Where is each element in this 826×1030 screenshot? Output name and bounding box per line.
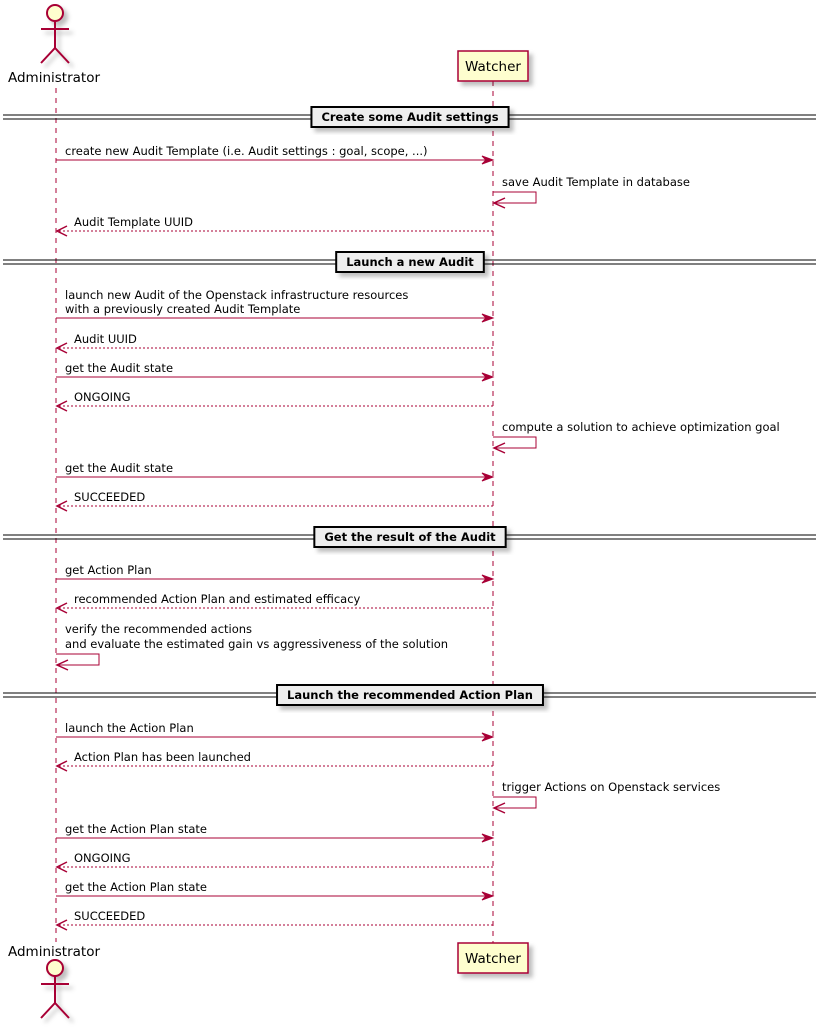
message: Action Plan has been launched xyxy=(55,750,493,772)
divider-box xyxy=(313,526,507,548)
message-label: save Audit Template in database xyxy=(502,175,690,189)
message-label: compute a solution to achieve optimizati… xyxy=(502,420,780,434)
divider: Launch the recommended Action Plan xyxy=(3,684,816,706)
divider-label: Create some Audit settings xyxy=(321,110,498,124)
actor-head-icon xyxy=(46,959,64,977)
arrowhead-icon xyxy=(55,342,68,354)
divider: Create some Audit settings xyxy=(3,106,816,128)
message-label: and evaluate the estimated gain vs aggre… xyxy=(65,637,448,651)
divider-label: Launch the recommended Action Plan xyxy=(287,688,533,702)
arrowhead-icon xyxy=(55,400,68,412)
arrowhead-icon xyxy=(481,574,495,584)
message: get the Action Plan state xyxy=(56,880,495,901)
message: get the Audit state xyxy=(56,461,495,482)
message-label: get the Action Plan state xyxy=(65,880,207,894)
self-message-line xyxy=(493,796,537,809)
message: Audit UUID xyxy=(55,332,493,354)
message: recommended Action Plan and estimated ef… xyxy=(55,592,493,614)
arrowhead-icon xyxy=(492,197,506,209)
divider-box xyxy=(276,684,544,706)
message: ONGOING xyxy=(55,390,493,412)
actor-legs-icon xyxy=(40,46,70,64)
message: SUCCEEDED xyxy=(55,909,493,931)
self-message-line xyxy=(56,653,100,666)
message: get Action Plan xyxy=(56,563,495,584)
actor-head-icon xyxy=(46,4,64,22)
message-label: ONGOING xyxy=(74,851,131,865)
message: launch the Action Plan xyxy=(56,721,495,742)
message-label: get the Audit state xyxy=(65,361,173,375)
participant-box xyxy=(457,50,529,82)
message: trigger Actions on Openstack services xyxy=(492,780,720,814)
message-label: launch the Action Plan xyxy=(65,721,194,735)
arrowhead-icon xyxy=(55,861,68,873)
participant-label: Watcher xyxy=(465,951,521,967)
arrowhead-icon xyxy=(481,833,495,843)
message-label: trigger Actions on Openstack services xyxy=(502,780,720,794)
message: ONGOING xyxy=(55,851,493,873)
actor-label: Administrator xyxy=(8,944,100,960)
message: Audit Template UUID xyxy=(55,215,493,237)
message: get the Audit state xyxy=(56,361,495,382)
message: get the Action Plan state xyxy=(56,822,495,843)
arrowhead-icon xyxy=(492,802,506,814)
message-label: Audit Template UUID xyxy=(74,215,193,229)
arrowhead-icon xyxy=(55,225,68,237)
self-message-line xyxy=(493,191,537,204)
arrowhead-icon xyxy=(481,891,495,901)
participant-label: Watcher xyxy=(465,59,521,75)
divider-label: Launch a new Audit xyxy=(346,255,474,269)
arrowhead-icon xyxy=(55,659,69,671)
message-label: get the Audit state xyxy=(65,461,173,475)
message-label: verify the recommended actions xyxy=(65,622,252,636)
message-label: SUCCEEDED xyxy=(74,490,145,504)
divider: Get the result of the Audit xyxy=(3,526,816,548)
message-label: Audit UUID xyxy=(74,332,137,346)
arrowhead-icon xyxy=(55,760,68,772)
arrowhead-icon xyxy=(481,372,495,382)
message: save Audit Template in database xyxy=(492,175,690,209)
divider-box xyxy=(310,106,510,128)
message-label: recommended Action Plan and estimated ef… xyxy=(74,592,361,606)
divider-box xyxy=(335,251,485,273)
actor-legs-icon xyxy=(40,1001,70,1019)
message: launch new Audit of the Openstack infras… xyxy=(56,288,495,323)
arrowhead-icon xyxy=(481,472,495,482)
participant-watcher-bottom: Watcher xyxy=(457,942,529,974)
message-label: Action Plan has been launched xyxy=(74,750,251,764)
actor-administrator-top xyxy=(40,4,70,64)
message-label: ONGOING xyxy=(74,390,131,404)
arrowhead-icon xyxy=(481,155,495,165)
participant-box xyxy=(457,942,529,974)
self-message-line xyxy=(493,436,537,449)
arrowhead-icon xyxy=(55,919,68,931)
divider: Launch a new Audit xyxy=(3,251,816,273)
message: SUCCEEDED xyxy=(55,490,493,512)
arrowhead-icon xyxy=(481,313,495,323)
actor-label: Administrator xyxy=(8,70,100,86)
actor-administrator-bottom xyxy=(40,959,70,1019)
message-label: SUCCEEDED xyxy=(74,909,145,923)
participant-watcher-top: Watcher xyxy=(457,50,529,82)
message-label: get Action Plan xyxy=(65,563,152,577)
message-label: get the Action Plan state xyxy=(65,822,207,836)
divider-label: Get the result of the Audit xyxy=(324,530,496,544)
arrowhead-icon xyxy=(55,602,68,614)
arrowhead-icon xyxy=(492,442,506,454)
message: create new Audit Template (i.e. Audit se… xyxy=(56,144,495,165)
message-label: create new Audit Template (i.e. Audit se… xyxy=(65,144,428,158)
arrowhead-icon xyxy=(481,732,495,742)
message-label: with a previously created Audit Template xyxy=(65,302,300,316)
message-label: launch new Audit of the Openstack infras… xyxy=(65,288,408,302)
message: compute a solution to achieve optimizati… xyxy=(492,420,780,454)
arrowhead-icon xyxy=(55,500,68,512)
